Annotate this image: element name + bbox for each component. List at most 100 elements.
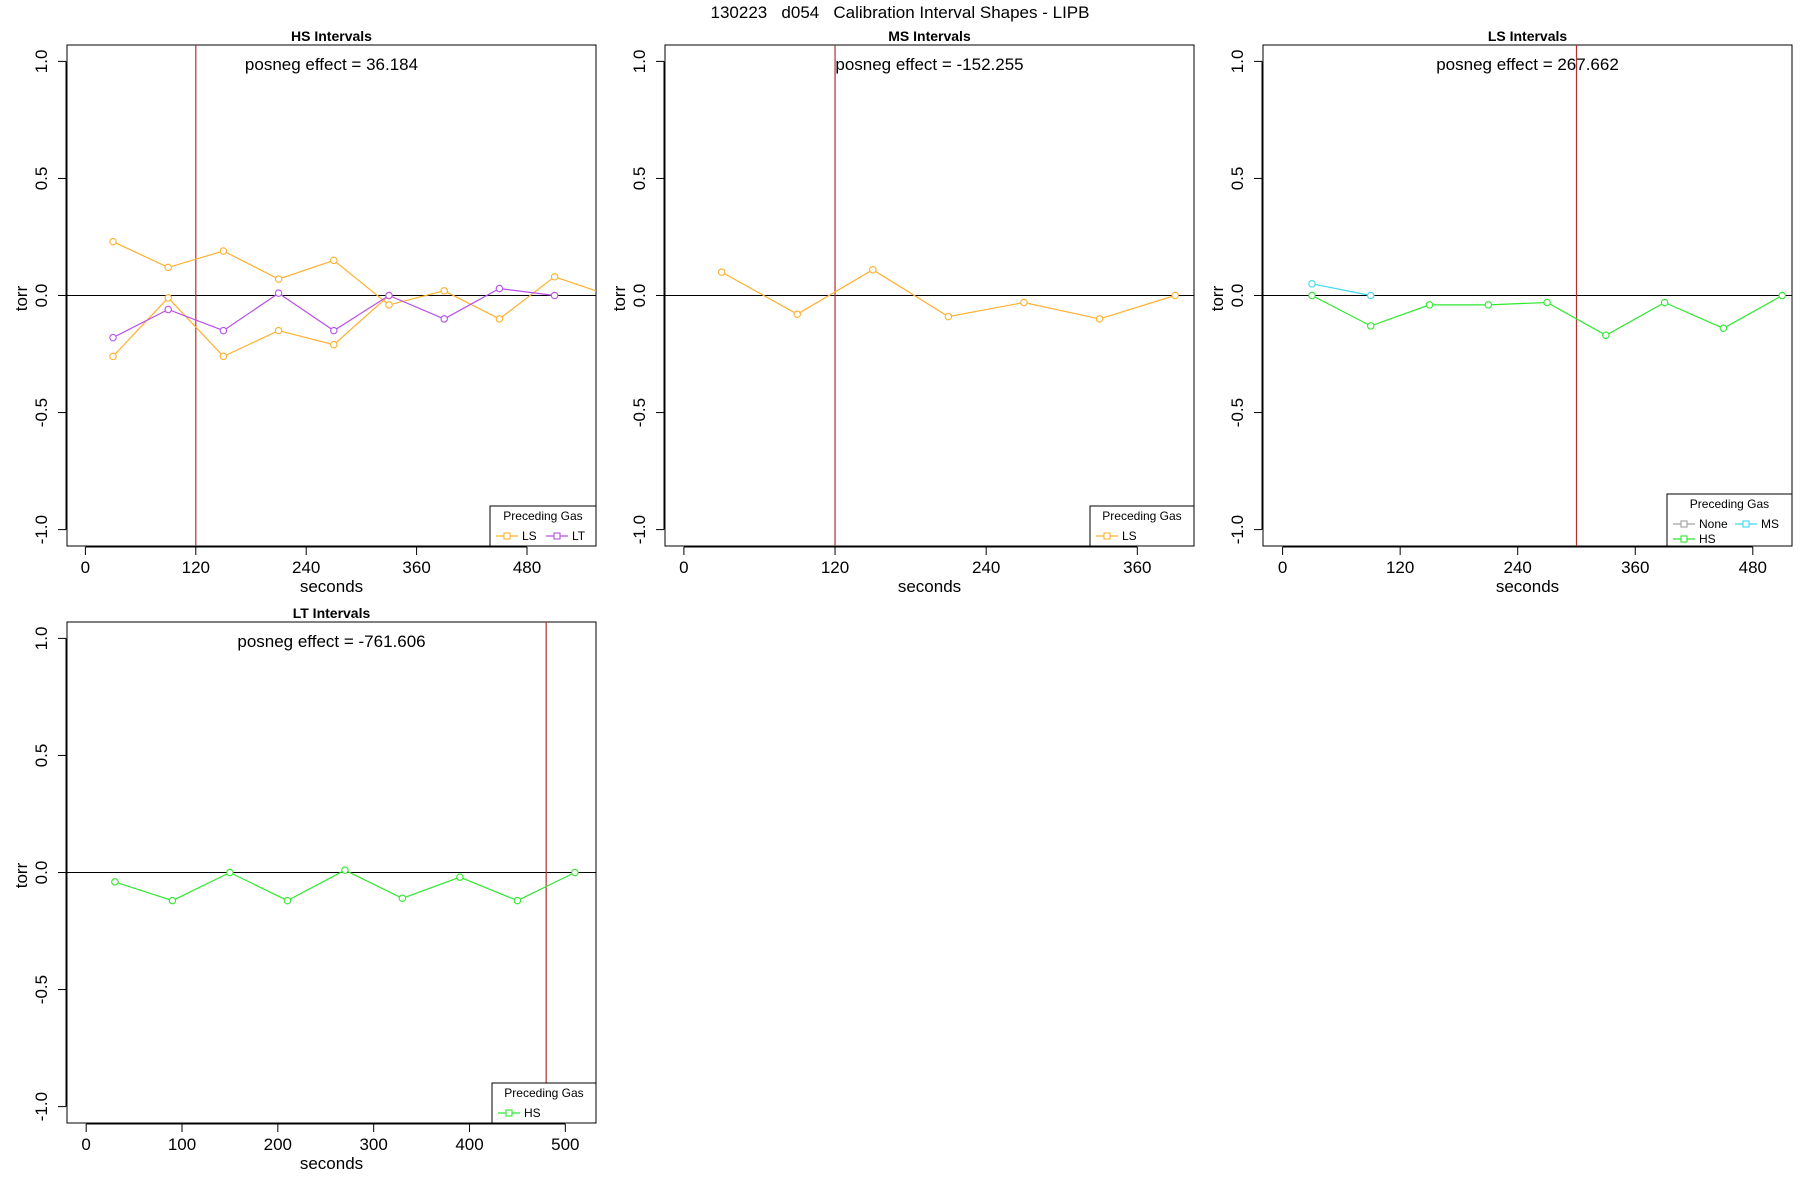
x-axis-label: seconds xyxy=(300,1154,363,1173)
data-point xyxy=(1367,291,1375,300)
x-tick-label: 360 xyxy=(402,558,430,577)
y-tick-label: 0.0 xyxy=(630,284,649,308)
x-tick-label: 360 xyxy=(1621,558,1649,577)
data-point xyxy=(1308,291,1316,300)
posneg-annotation: posneg effect = 36.184 xyxy=(245,55,418,74)
x-tick-label: 240 xyxy=(972,558,1000,577)
x-tick-label: 480 xyxy=(513,558,541,577)
data-point xyxy=(717,268,726,276)
x-tick-label: 0 xyxy=(81,1135,90,1154)
legend-entry-lt: LT xyxy=(572,529,586,543)
data-point xyxy=(164,263,172,272)
x-tick-label: 200 xyxy=(264,1135,292,1154)
data-point xyxy=(456,873,464,881)
chart-panel-4: LT Intervals 0 100 200 300 400 500 seconds -1.0 -… xyxy=(12,605,597,1173)
data-point xyxy=(944,312,953,321)
data-point xyxy=(495,315,504,323)
legend: Preceding Gas HS xyxy=(491,1082,597,1124)
x-tick-label: 240 xyxy=(292,558,320,577)
x-axis-label: seconds xyxy=(1496,577,1559,596)
data-point xyxy=(164,305,172,314)
legend-marker xyxy=(505,1109,513,1117)
x-axis-label: seconds xyxy=(898,577,961,596)
data-point xyxy=(219,352,228,361)
data-point xyxy=(219,247,228,255)
data-point xyxy=(219,326,228,335)
legend-marker xyxy=(1680,535,1688,543)
data-point xyxy=(330,326,338,335)
y-tick-label: 0.5 xyxy=(32,744,51,768)
data-point xyxy=(109,237,117,246)
legend-title: Preceding Gas xyxy=(503,509,582,523)
y-tick-label: -0.5 xyxy=(630,398,649,427)
data-point xyxy=(398,894,407,903)
y-tick-label: -1.0 xyxy=(32,515,51,544)
plot-area xyxy=(1263,45,1792,546)
data-point xyxy=(440,287,448,295)
x-tick-label: 120 xyxy=(821,558,849,577)
panel-title: HS Intervals xyxy=(291,28,372,44)
data-point xyxy=(869,265,877,274)
y-tick-label: -1.0 xyxy=(32,1092,51,1121)
y-tick-label: 1.0 xyxy=(32,50,51,74)
x-tick-label: 120 xyxy=(182,558,210,577)
x-tick-label: 400 xyxy=(455,1135,483,1154)
data-point xyxy=(1095,315,1104,323)
data-point xyxy=(385,291,393,300)
y-axis-label: torr xyxy=(12,862,31,888)
data-point xyxy=(168,896,177,905)
x-tick-label: 0 xyxy=(1278,558,1287,577)
y-tick-label: 1.0 xyxy=(32,627,51,651)
x-tick-label: 0 xyxy=(679,558,688,577)
data-point xyxy=(793,310,801,318)
data-point xyxy=(1425,301,1434,309)
legend-marker xyxy=(553,532,561,540)
data-point xyxy=(283,896,292,905)
data-point xyxy=(1660,298,1669,307)
legend-marker xyxy=(1680,520,1688,528)
legend: Preceding Gas LS xyxy=(1089,505,1195,547)
y-tick-label: -0.5 xyxy=(32,398,51,427)
legend-title: Preceding Gas xyxy=(1102,509,1181,523)
legend-entry-none: None xyxy=(1699,517,1728,531)
legend-entry-ls: LS xyxy=(1122,529,1137,543)
legend-entry-hs: HS xyxy=(524,1106,541,1120)
data-point xyxy=(109,352,117,361)
data-point xyxy=(1778,291,1786,300)
legend: Preceding Gas LS LT xyxy=(489,505,597,547)
y-axis-label: torr xyxy=(1208,285,1227,311)
data-point xyxy=(330,340,338,349)
legend-entry-hs: HS xyxy=(1699,532,1716,546)
y-tick-label: -0.5 xyxy=(1228,398,1247,427)
x-tick-label: 360 xyxy=(1123,558,1151,577)
x-tick-label: 240 xyxy=(1504,558,1532,577)
data-point xyxy=(1484,301,1493,309)
legend-entry-ms: MS xyxy=(1761,517,1779,531)
data-point xyxy=(571,868,579,877)
x-tick-label: 300 xyxy=(359,1135,387,1154)
y-tick-label: 0.0 xyxy=(1228,284,1247,308)
data-point xyxy=(385,301,393,309)
chart-panel-3: LS Intervals 0 120 240 360 480 seconds -1.0 -0.5… xyxy=(1208,28,1793,596)
plot-area xyxy=(665,45,1194,546)
data-point xyxy=(164,294,172,302)
data-point xyxy=(330,256,338,265)
legend-title: Preceding Gas xyxy=(1690,497,1769,511)
panel-title: LS Intervals xyxy=(1488,28,1568,44)
y-tick-label: -1.0 xyxy=(630,515,649,544)
data-point xyxy=(111,878,119,886)
legend-title: Preceding Gas xyxy=(504,1086,583,1100)
legend-entry-ls: LS xyxy=(522,529,537,543)
series-line-hs xyxy=(114,869,576,902)
data-point xyxy=(1719,324,1728,333)
data-point xyxy=(1308,280,1316,288)
chart-panel-2: MS Intervals 0 120 240 360 seconds -1.0 -0.5 0.0… xyxy=(610,28,1195,596)
data-point xyxy=(1020,298,1028,307)
legend-marker xyxy=(1103,532,1111,540)
data-point xyxy=(513,896,522,905)
series-line-ls xyxy=(112,295,390,358)
x-tick-label: 480 xyxy=(1739,558,1767,577)
data-point xyxy=(109,333,117,342)
data-point xyxy=(1602,331,1610,340)
